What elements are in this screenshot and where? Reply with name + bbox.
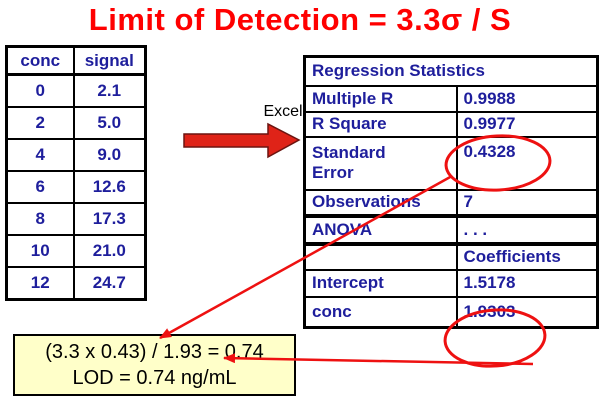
table-row: 4 9.0: [5, 138, 147, 172]
table-row: conc 1.9303: [303, 295, 599, 329]
regression-header-row: Regression Statistics: [303, 55, 599, 87]
table-row: 0 2.1: [5, 73, 147, 108]
table-row: 12 24.7: [5, 266, 147, 301]
page-title: Limit of Detection = 3.3σ / S: [88, 2, 512, 37]
table-row: 10 21.0: [5, 234, 147, 268]
stat-value: 0.9977: [455, 110, 599, 138]
conc-value: 4: [5, 138, 75, 172]
regression-title: Regression Statistics: [303, 55, 599, 87]
conc-value: 0: [5, 73, 75, 108]
conc-value: 8: [5, 202, 75, 236]
signal-value: 12.6: [72, 170, 147, 204]
col-header-signal: signal: [72, 45, 147, 76]
table-header-row: conc signal: [5, 45, 147, 76]
table-row: ANOVA . . .: [303, 213, 599, 245]
signal-value: 2.1: [72, 73, 147, 108]
conc-value: 12: [5, 266, 75, 301]
table-row: 8 17.3: [5, 202, 147, 236]
table-row: Multiple R 0.9988: [303, 84, 599, 113]
stat-label: conc: [303, 295, 458, 329]
lod-calculation-box: (3.3 x 0.43) / 1.93 = 0.74 LOD = 0.74 ng…: [13, 334, 296, 396]
conc-value: 2: [5, 106, 75, 140]
stat-label: Intercept: [303, 268, 458, 298]
stat-label: Standard Error: [303, 135, 458, 191]
stat-value: 7: [455, 188, 599, 217]
col-header-conc: conc: [5, 45, 75, 76]
table-row: Coefficients: [303, 241, 599, 271]
conc-signal-table: conc signal 0 2.1 2 5.0 4 9.0 6 12.6 8: [5, 45, 147, 301]
coefficients-header: Coefficients: [455, 241, 599, 271]
stat-label: R Square: [303, 110, 458, 138]
stat-value: 0.9988: [455, 84, 599, 113]
stat-label: Observations: [303, 188, 458, 217]
table-row: R Square 0.9977: [303, 110, 599, 138]
lod-formula-line: (3.3 x 0.43) / 1.93 = 0.74: [45, 341, 264, 363]
table-row: Standard Error 0.4328: [303, 135, 599, 191]
regression-table: Regression Statistics Multiple R 0.9988 …: [303, 55, 599, 329]
table-row: 2 5.0: [5, 106, 147, 140]
table-row: Observations 7: [303, 188, 599, 217]
excel-arrow-icon: [183, 122, 301, 159]
stat-value-standard-error: 0.4328: [455, 135, 599, 191]
table-row: Intercept 1.5178: [303, 268, 599, 298]
conc-value: 10: [5, 234, 75, 268]
stat-label: ANOVA: [303, 213, 458, 245]
conc-value: 6: [5, 170, 75, 204]
signal-value: 17.3: [72, 202, 147, 236]
stat-value-conc-coefficient: 1.9303: [455, 295, 599, 329]
stat-value: . . .: [455, 213, 599, 245]
table-row: 6 12.6: [5, 170, 147, 204]
excel-label: Excel: [263, 103, 303, 120]
lod-result-line: LOD = 0.74 ng/mL: [72, 367, 237, 389]
signal-value: 9.0: [72, 138, 147, 172]
signal-value: 24.7: [72, 266, 147, 301]
stat-value-intercept: 1.5178: [455, 268, 599, 298]
stat-label: [303, 241, 458, 271]
stat-label: Multiple R: [303, 84, 458, 113]
signal-value: 21.0: [72, 234, 147, 268]
signal-value: 5.0: [72, 106, 147, 140]
